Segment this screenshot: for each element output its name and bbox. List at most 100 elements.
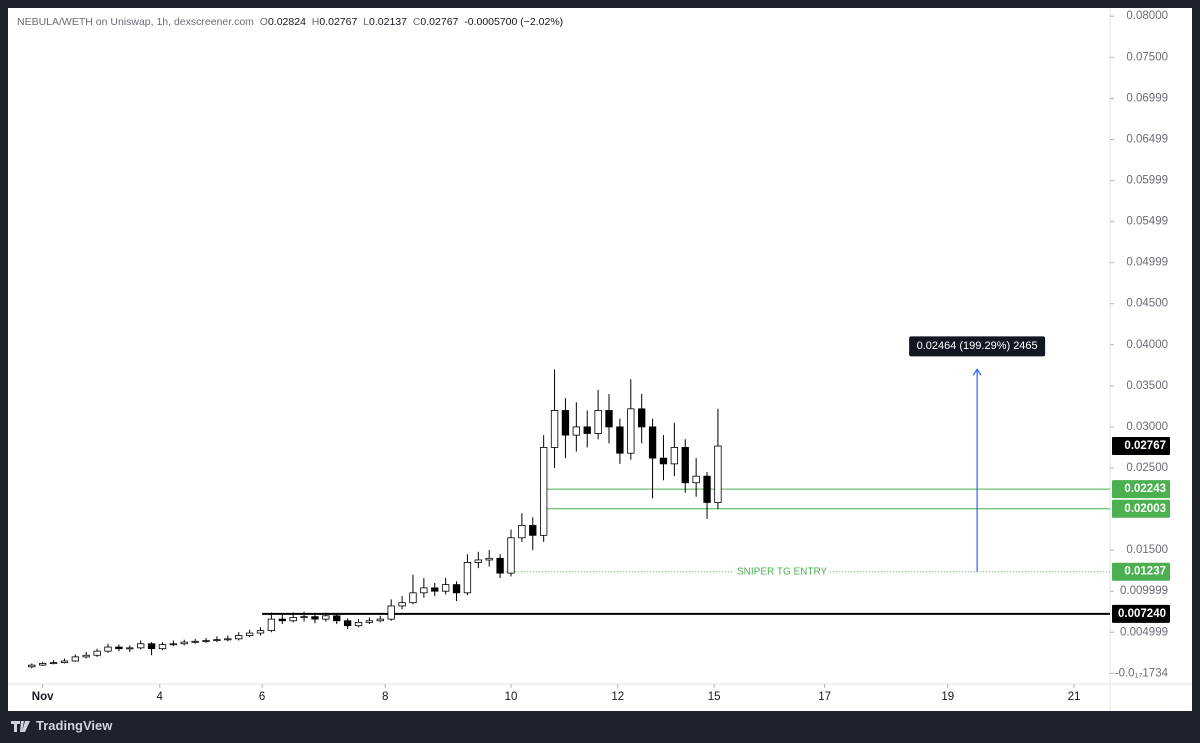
candle-body <box>256 630 265 634</box>
candle-body <box>191 640 199 643</box>
y-tick-label: 0.06499 <box>1126 134 1168 146</box>
x-tick-label: 10 <box>505 691 518 703</box>
candle-body <box>93 650 101 656</box>
y-tick-label: 0.02500 <box>1126 462 1168 474</box>
price-label: 0.02243 <box>1124 483 1166 495</box>
candle-body <box>539 447 548 536</box>
line-text-bg <box>734 564 831 579</box>
candle-body <box>670 447 679 465</box>
y-tick-label: 0.08000 <box>1126 10 1168 22</box>
y-tick-label: 0.01500 <box>1126 544 1168 556</box>
ohlc-value: 0.02824 <box>267 16 306 28</box>
candle-body <box>39 663 47 666</box>
y-tick-label: 0.004999 <box>1120 626 1168 638</box>
price-label: 0.02003 <box>1124 503 1166 515</box>
candle-body <box>627 408 635 454</box>
change: -0.0005700 (−2.02%) <box>464 16 564 28</box>
candle-body <box>529 525 537 536</box>
candle-body <box>213 639 221 642</box>
price-label: 0.01237 <box>1124 566 1166 578</box>
footer: TradingView <box>10 718 112 733</box>
ohlc-key: O <box>259 16 268 28</box>
measure-label: 0.02464 (199.29%) 2465 <box>917 340 1038 352</box>
candle-body <box>594 410 602 434</box>
candle-body <box>180 641 188 645</box>
brand: TradingView <box>36 718 113 733</box>
candle-body <box>82 654 90 658</box>
candle-body <box>714 445 722 503</box>
candle-body <box>343 620 352 627</box>
candle-body <box>376 618 384 622</box>
candle-body <box>300 616 308 619</box>
y-tick-label: 0.05499 <box>1126 216 1168 228</box>
candle-body <box>496 557 504 574</box>
candle-body <box>452 584 461 594</box>
ohlc-value: 0.02767 <box>319 16 358 28</box>
ohlc-key: C <box>412 16 421 28</box>
y-tick-label: 0.05999 <box>1126 175 1168 187</box>
price-label-bg <box>1112 480 1170 499</box>
x-tick-label: 21 <box>1068 691 1081 703</box>
candle-body <box>311 616 319 620</box>
candle-body <box>518 525 526 539</box>
candle-body <box>137 643 145 649</box>
ohlc-key: L <box>363 16 370 28</box>
candle-body <box>289 617 297 622</box>
ohlc-value: 0.02137 <box>369 16 407 28</box>
price-label: 0.007240 <box>1118 608 1166 620</box>
last-price-bg <box>1112 437 1170 456</box>
candle-body <box>49 662 58 665</box>
chart: 0.08000 0.07500 0.06999 0.06499 0.05999 0.054… <box>8 8 1192 711</box>
candle-body <box>115 646 123 650</box>
candle-body <box>474 559 482 563</box>
ohlc-value: 0.02767 <box>420 16 459 28</box>
candle-body <box>431 587 439 592</box>
y-tick-label: 0.04500 <box>1126 298 1168 310</box>
candle-body <box>224 638 232 641</box>
measure-label-bg <box>909 336 1046 357</box>
candle-body <box>507 537 515 574</box>
candle-body <box>605 410 613 428</box>
y-tick-label: 0.03000 <box>1126 421 1168 433</box>
x-tick-label: 19 <box>941 691 954 703</box>
candle-body <box>365 620 374 623</box>
ohlc-key: H <box>311 16 320 28</box>
candle-body <box>322 615 330 620</box>
x-tick-label: 12 <box>611 691 624 703</box>
line-text: SNIPER TG ENTRY <box>737 566 828 577</box>
y-tick-label: -0.0₁₇1734 <box>1115 667 1169 679</box>
candle-body <box>616 426 624 454</box>
candle-body <box>648 426 657 459</box>
candle-body <box>681 447 689 484</box>
y-tick-label: 0.04999 <box>1126 257 1168 269</box>
y-tick-label: 0.03500 <box>1126 380 1168 392</box>
price-label-bg <box>1112 499 1170 518</box>
candle-body <box>333 615 341 622</box>
ohlc: O0.02824 H0.02767 L0.02137 C0.02767 <box>260 16 464 28</box>
legend-header: NEBULA/WETH on Uniswap, 1h, dexscreener.… <box>17 16 563 28</box>
candle-body <box>387 605 395 620</box>
logo <box>11 720 30 732</box>
candle-body <box>104 646 112 652</box>
candle-body <box>659 457 668 465</box>
candle-body <box>398 602 406 607</box>
symbol-title: NEBULA/WETH on Uniswap, 1h, dexscreener.… <box>17 16 254 28</box>
candle-body <box>28 664 36 668</box>
price-label-bg <box>1112 562 1170 581</box>
candle-body <box>463 562 472 594</box>
candle-body <box>147 643 156 650</box>
candle-body <box>278 618 286 622</box>
candle-body <box>441 584 450 592</box>
candle-body <box>409 592 417 604</box>
chart-panel: 0.08000 0.07500 0.06999 0.06499 0.05999 0.054… <box>8 8 1192 711</box>
last-price-label: 0.02767 <box>1124 440 1166 452</box>
candle-body <box>692 475 700 484</box>
candle-body <box>420 587 428 594</box>
measure-arrowhead <box>972 368 982 376</box>
candle-body <box>561 410 570 436</box>
x-tick-label: 17 <box>818 691 831 703</box>
candle-body <box>572 426 581 436</box>
y-tick-label: 0.07500 <box>1126 51 1168 63</box>
candle-body <box>638 408 646 428</box>
